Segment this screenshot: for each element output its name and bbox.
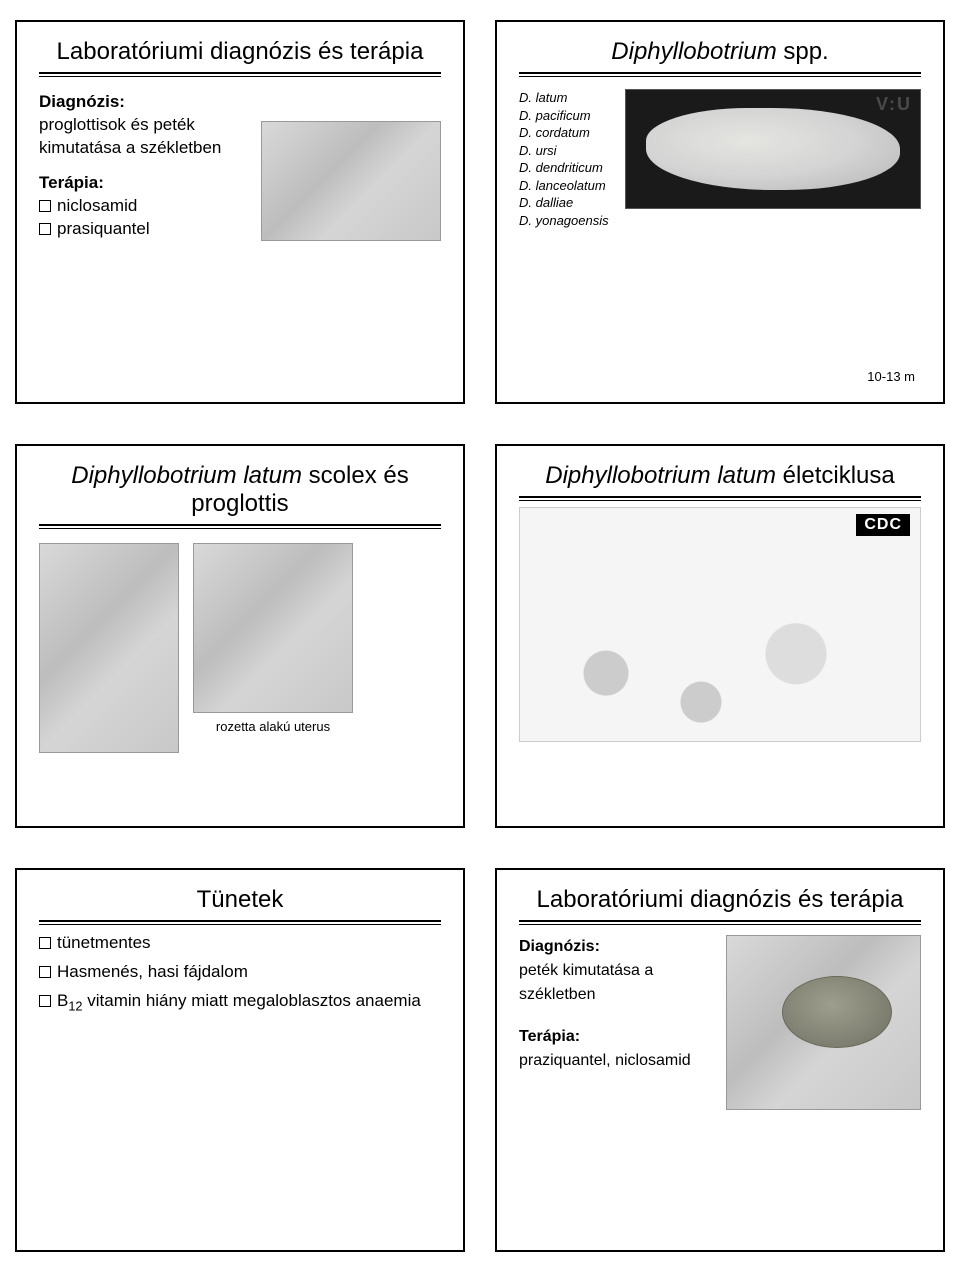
slide1-title: Laboratóriumi diagnózis és terápia xyxy=(39,38,441,74)
therapy-item-2-label: prasiquantel xyxy=(57,219,150,238)
slide4-title-species: Diphyllobotrium latum xyxy=(545,462,776,489)
symptom-item: Hasmenés, hasi fájdalom xyxy=(39,958,441,987)
therapy-item-1-label: niclosamid xyxy=(57,196,137,215)
checkbox-icon xyxy=(39,223,51,235)
cdc-logo: CDC xyxy=(856,514,910,536)
egg-micrograph-image xyxy=(261,121,441,241)
slide4-title-rest: életciklusa xyxy=(776,462,895,489)
therapy-text: praziquantel, niclosamid xyxy=(519,1052,691,1069)
slide6-text: Diagnózis: peték kimutatása a székletben… xyxy=(519,935,714,1110)
lifecycle-diagram-image: CDC xyxy=(519,507,921,742)
therapy-label: Terápia: xyxy=(39,173,104,192)
therapy-item-2: prasiquantel xyxy=(39,219,150,238)
species-item: D. yonagoensis xyxy=(519,212,609,230)
symptoms-list: tünetmentes Hasmenés, hasi fájdalom B12 … xyxy=(39,929,441,1234)
checkbox-icon xyxy=(39,200,51,212)
checkbox-icon xyxy=(39,995,51,1007)
uterus-caption: rozetta alakú uterus xyxy=(216,719,330,734)
slide3-title: Diphyllobotrium latum scolex és proglott… xyxy=(39,462,441,526)
slide-diagnosis-therapy-2: Laboratóriumi diagnózis és terápia Diagn… xyxy=(495,868,945,1252)
species-item: D. ursi xyxy=(519,142,609,160)
slide2-title-rest: spp. xyxy=(777,38,829,65)
species-item: D. pacificum xyxy=(519,107,609,125)
egg-micrograph-image xyxy=(726,935,921,1110)
symptom-label: tünetmentes xyxy=(57,933,151,952)
slide-scolex-proglottis: Diphyllobotrium latum scolex és proglott… xyxy=(15,444,465,828)
tapeworm-specimen-image xyxy=(625,89,921,209)
scolex-image xyxy=(39,543,179,753)
lifecycle-cycle-shape xyxy=(530,538,910,731)
species-item: D. cordatum xyxy=(519,124,609,142)
checkbox-icon xyxy=(39,966,51,978)
slide1-text: Diagnózis: proglottisok és peték kimutat… xyxy=(39,91,251,253)
diagnosis-text: peték kimutatása a székletben xyxy=(519,962,653,1003)
diagnosis-label: Diagnózis: xyxy=(39,92,125,111)
species-item: D. dendriticum xyxy=(519,159,609,177)
diagnosis-label: Diagnózis: xyxy=(519,938,600,955)
slide-lifecycle: Diphyllobotrium latum életciklusa CDC xyxy=(495,444,945,828)
therapy-item-1: niclosamid xyxy=(39,196,137,215)
symptom-label: Hasmenés, hasi fájdalom xyxy=(57,962,248,981)
species-list: D. latum D. pacificum D. cordatum D. urs… xyxy=(519,89,609,229)
egg-shape xyxy=(782,976,892,1048)
symptom-item: B12 vitamin hiány miatt megaloblasztos a… xyxy=(39,987,441,1017)
checkbox-icon xyxy=(39,937,51,949)
species-item: D. dalliae xyxy=(519,194,609,212)
slide2-title-genus: Diphyllobotrium xyxy=(611,38,776,65)
slide4-title: Diphyllobotrium latum életciklusa xyxy=(519,462,921,498)
slide3-title-species: Diphyllobotrium latum xyxy=(71,462,302,489)
slide-symptoms: Tünetek tünetmentes Hasmenés, hasi fájda… xyxy=(15,868,465,1252)
species-item: D. lanceolatum xyxy=(519,177,609,195)
length-note: 10-13 m xyxy=(867,369,915,384)
symptom-label: B12 vitamin hiány miatt megaloblasztos a… xyxy=(57,991,421,1010)
slide6-title: Laboratóriumi diagnózis és terápia xyxy=(519,886,921,922)
diagnosis-text: proglottisok és peték kimutatása a székl… xyxy=(39,115,221,157)
title-underline xyxy=(39,924,441,925)
species-item: D. latum xyxy=(519,89,609,107)
slide2-title: Diphyllobotrium spp. xyxy=(519,38,921,74)
proglottid-image xyxy=(193,543,353,713)
therapy-label: Terápia: xyxy=(519,1028,580,1045)
slide-diphyllobotrium-spp: Diphyllobotrium spp. D. latum D. pacific… xyxy=(495,20,945,404)
slide-diagnosis-therapy-1: Laboratóriumi diagnózis és terápia Diagn… xyxy=(15,20,465,404)
slide5-title: Tünetek xyxy=(39,886,441,922)
symptom-item: tünetmentes xyxy=(39,929,441,958)
worm-shape xyxy=(646,108,900,190)
